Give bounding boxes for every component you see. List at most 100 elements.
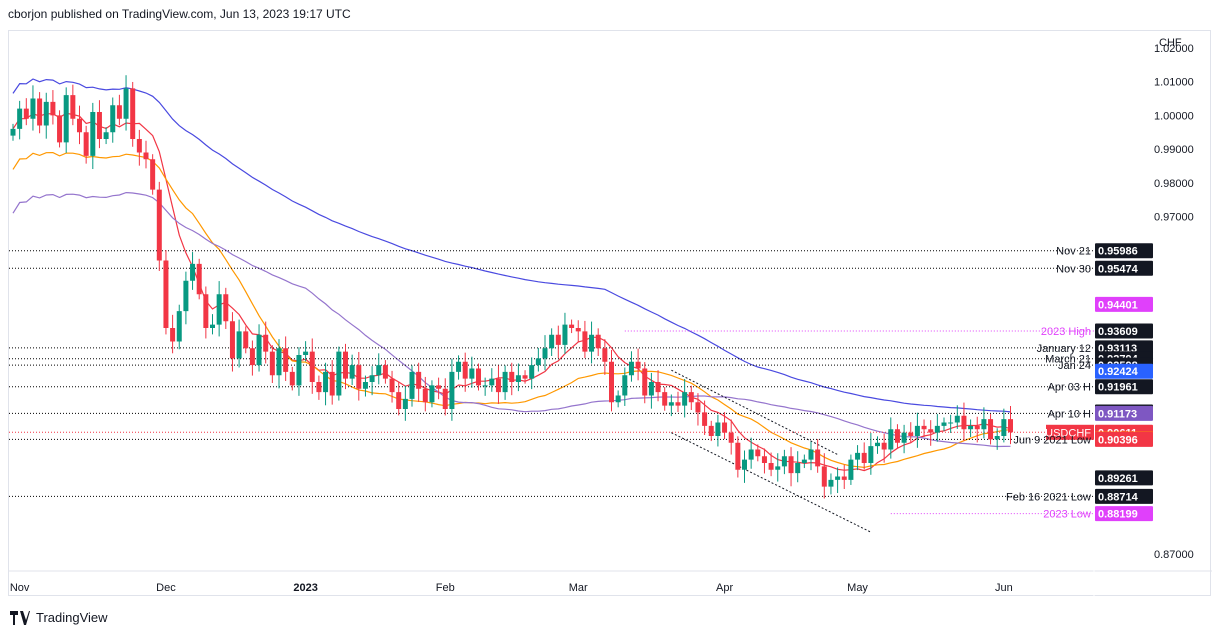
candle-body [476,368,481,386]
candle-body [143,152,149,160]
candle [163,250,169,335]
candle [801,454,807,469]
candle [289,366,295,391]
candle-body [283,348,289,372]
candle [602,339,608,375]
candle [83,125,89,164]
candle-body [994,436,1000,440]
candle [589,321,595,364]
candle-body [761,456,767,463]
candle [136,129,142,166]
y-tick-label: 0.99000 [1154,144,1194,156]
candle-body [881,442,887,450]
candle-body [1001,419,1007,436]
candle [575,320,581,342]
candle [675,391,681,413]
candle [968,419,974,438]
candle-body [336,351,342,396]
candle [875,436,880,454]
candle [855,445,861,471]
candle [283,336,289,381]
candle-body [256,334,262,366]
candle [329,360,335,405]
y-tick-label: 0.97000 [1154,212,1194,224]
candle-body [934,425,940,433]
candle [961,402,967,442]
candle-body [23,108,29,119]
candle [542,335,548,371]
candle [628,351,634,382]
price-badge [1095,260,1153,276]
candle [974,416,980,443]
candle [436,377,442,400]
candle [914,412,920,448]
level-label: Jun 9 2021 Low [1013,434,1091,446]
candle-body [628,361,634,376]
candle-body [801,459,807,463]
candle-body [296,355,302,386]
candle [728,419,734,455]
candle [835,467,841,494]
candle [761,448,767,474]
candle-body [988,419,994,440]
candle [808,441,814,471]
candle [609,349,614,412]
candle [170,314,176,354]
candle-body [409,371,415,399]
candle-body [216,294,222,325]
tradingview-branding[interactable]: TradingView [10,610,108,625]
candle-body [522,375,528,379]
candle [715,414,721,447]
level-label: USDCHF [1045,427,1091,439]
candle [276,339,282,389]
candle [815,439,821,473]
candle [249,340,255,376]
ma-200-line [12,78,1011,413]
candle [768,452,774,477]
candle [515,363,521,392]
candle [456,355,462,380]
price-badge-value: 0.89261 [1098,473,1138,485]
candle [781,449,787,475]
candle [429,380,435,408]
candle-body [775,466,781,470]
candle-body [921,425,927,430]
candle-body [562,324,568,345]
candle [116,94,122,126]
candle-body [662,392,668,406]
chart-area[interactable]: CHF 1.02000 1.01000 1.00000 0.99000 0.98000 0.… [8,30,1212,597]
candle [96,100,102,149]
candle-body [981,419,987,430]
price-badge [1095,296,1153,312]
trendline-lower [671,432,872,533]
candle [103,127,109,145]
candle-body [495,378,501,393]
candle-body [622,375,628,396]
candle [735,436,741,478]
candle [382,360,388,384]
candle-body [376,365,382,376]
candle [402,385,408,421]
y-tick-label: 1.00000 [1154,110,1194,122]
candle-body [70,95,76,119]
candle [216,281,222,337]
candle [848,454,854,485]
candle-body [748,449,754,460]
symbol-badge [1046,424,1094,440]
tradingview-brand-label: TradingView [36,610,108,625]
candle-body [602,348,608,362]
candle-body [96,112,102,139]
candle [828,473,834,495]
candle-body [582,331,588,352]
candle-body [402,398,408,409]
candle [296,347,302,396]
candle-body [609,361,614,403]
candle [668,394,674,417]
candle [210,314,215,335]
candle [442,378,448,416]
candle [190,252,196,290]
candle-body [203,294,209,328]
candle-body [422,388,428,403]
candle-body [795,463,801,474]
